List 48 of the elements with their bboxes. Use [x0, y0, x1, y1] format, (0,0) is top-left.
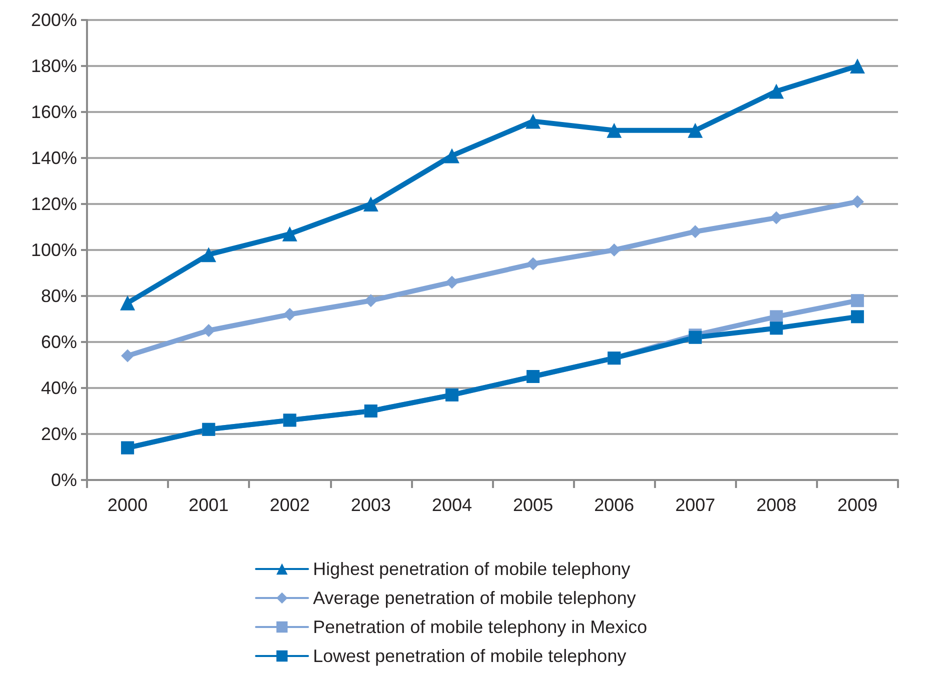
point: [363, 196, 378, 212]
point: [201, 247, 216, 262]
legend-label: Lowest penetration of mobile telephony: [313, 646, 626, 666]
point: [688, 225, 702, 238]
y-tick-label: 80%: [40, 286, 77, 306]
point: [120, 295, 136, 310]
point: [202, 324, 216, 337]
point: [444, 148, 460, 164]
y-tick-label: 140%: [30, 148, 77, 168]
point: [770, 211, 783, 224]
point: [526, 114, 541, 129]
x-tick-label: 2008: [756, 495, 796, 515]
x-tick-label: 2002: [270, 495, 310, 515]
point: [282, 226, 298, 242]
x-tick-label: 2000: [108, 495, 148, 515]
point: [768, 84, 784, 99]
y-tick-label: 20%: [40, 424, 77, 444]
y-tick-label: 0%: [50, 470, 77, 490]
legend-label: Average penetration of mobile telephony: [313, 588, 636, 608]
x-tick-label: 2006: [594, 495, 634, 515]
point: [850, 195, 864, 208]
point: [608, 244, 621, 256]
y-tick-label: 60%: [40, 332, 77, 352]
point: [850, 58, 865, 74]
y-tick-label: 40%: [40, 378, 77, 398]
x-tick-label: 2001: [188, 495, 229, 515]
x-tick-label: 2003: [350, 495, 391, 515]
point: [850, 294, 864, 308]
point: [850, 310, 864, 324]
point: [770, 322, 783, 335]
x-tick-label: 2007: [675, 495, 716, 515]
legend-label: Penetration of mobile telephony in Mexico: [313, 617, 648, 637]
point: [364, 294, 378, 308]
point: [121, 349, 134, 362]
y-tick-label: 100%: [30, 240, 77, 260]
x-tick-label: 2009: [837, 495, 878, 515]
point: [283, 308, 296, 321]
x-tick-label: 2004: [432, 495, 472, 515]
y-tick-label: 180%: [30, 56, 77, 76]
point: [606, 122, 622, 138]
x-tick-label: 2005: [513, 495, 554, 515]
point: [526, 257, 540, 270]
y-tick-label: 200%: [30, 10, 77, 30]
point: [445, 276, 458, 289]
y-tick-label: 160%: [30, 102, 77, 122]
point: [688, 122, 703, 138]
y-tick-label: 120%: [30, 194, 77, 214]
legend-label: Highest penetration of mobile telephony: [313, 559, 630, 579]
